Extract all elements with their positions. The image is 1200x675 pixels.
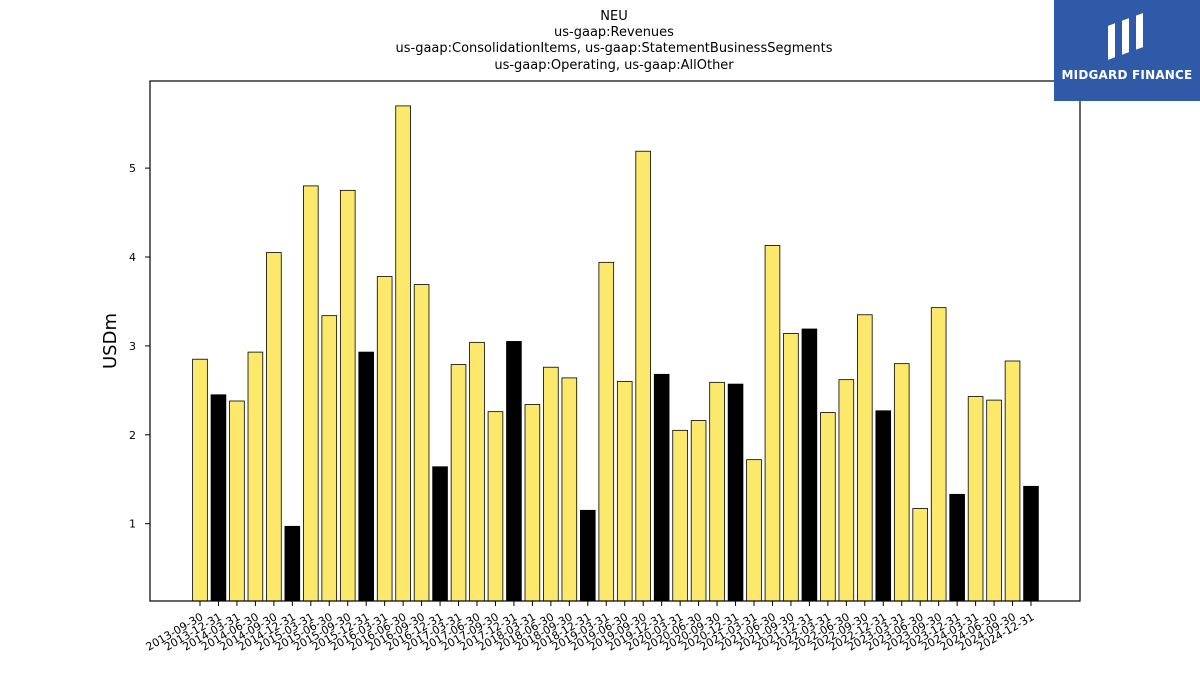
bar-2016-03-31	[376, 276, 393, 602]
bar-2021-03-31	[746, 459, 762, 602]
chart-title-line-2: us-gaap:Revenues	[554, 25, 674, 40]
bar-2019-06-30	[616, 381, 633, 602]
brand-name: MIDGARD FINANCE	[1061, 68, 1193, 82]
bar-2014-06-30	[247, 351, 264, 602]
chart-title: NEU us-gaap:Revenues us-gaap:Consolidati…	[395, 9, 832, 73]
bar-2017-09-30	[487, 411, 504, 602]
bar-2022-03-31	[820, 412, 836, 602]
bar-2024-12-31	[1023, 485, 1039, 602]
plot-frame	[149, 80, 1081, 602]
y-axis-label: USDm	[100, 313, 121, 369]
bar-2014-09-30	[266, 252, 282, 602]
y-tick-label: 1	[129, 518, 136, 531]
bar-2017-12-31	[506, 341, 522, 602]
bar-2020-12-31	[727, 383, 744, 602]
bar-2021-06-30	[764, 245, 781, 602]
brand-logo: MIDGARD FINANCE	[1054, 0, 1200, 101]
bar-2019-12-31	[653, 373, 670, 602]
bar-2014-03-31	[229, 400, 245, 602]
y-tick-label: 3	[129, 340, 136, 353]
bar-2015-06-30	[321, 315, 338, 602]
bar-2020-06-30	[690, 420, 707, 602]
bar-2018-09-30	[561, 377, 578, 602]
bar-2013-09-30	[192, 358, 208, 602]
bar-2017-06-30	[469, 341, 485, 602]
bar-2022-09-30	[857, 314, 873, 602]
y-tick-label: 4	[129, 251, 136, 264]
bar-2019-09-30	[635, 150, 651, 602]
y-tick-label: 5	[129, 162, 136, 175]
x-axis: 2013-09-302013-12-312014-03-312014-06-30…	[144, 601, 1037, 654]
bar-2024-03-31	[967, 396, 984, 602]
bar-2024-09-30	[1004, 360, 1021, 602]
bar-2024-06-30	[986, 399, 1002, 602]
bar-2016-06-30	[395, 105, 411, 602]
bar-2018-03-31	[524, 404, 541, 602]
bar-2022-06-30	[838, 379, 855, 602]
y-tick-label: 2	[129, 429, 136, 442]
bar-2020-09-30	[709, 381, 725, 602]
bar-2015-09-30	[339, 189, 356, 602]
bar-2023-03-31	[893, 363, 910, 602]
bar-2016-09-30	[413, 284, 430, 602]
chart-title-line-4: us-gaap:Operating, us-gaap:AllOther	[494, 58, 734, 73]
bar-2023-09-30	[930, 307, 947, 602]
bar-2020-03-31	[672, 429, 688, 602]
bar-series	[192, 105, 1039, 602]
bar-2015-12-31	[358, 351, 374, 602]
bar-2015-03-31	[303, 185, 319, 602]
chart-title-line-3: us-gaap:ConsolidationItems, us-gaap:Stat…	[395, 41, 832, 56]
bar-2021-09-30	[783, 333, 799, 602]
midgard-logo-icon	[1108, 13, 1143, 60]
bar-2018-12-31	[580, 509, 596, 602]
bar-2014-12-31	[284, 525, 301, 602]
bar-2019-03-31	[598, 261, 615, 602]
bar-2022-12-31	[875, 410, 892, 602]
y-axis: 1 2 3 4 5	[129, 162, 150, 531]
bar-2017-03-31	[450, 364, 467, 602]
bar-2023-12-31	[949, 493, 965, 602]
chart-title-line-1: NEU	[600, 9, 627, 24]
bar-2021-12-31	[801, 328, 818, 602]
bar-2023-06-30	[912, 508, 928, 602]
bar-2013-12-31	[210, 394, 227, 602]
bar-2016-12-31	[432, 466, 448, 602]
bar-2018-06-30	[543, 366, 559, 602]
